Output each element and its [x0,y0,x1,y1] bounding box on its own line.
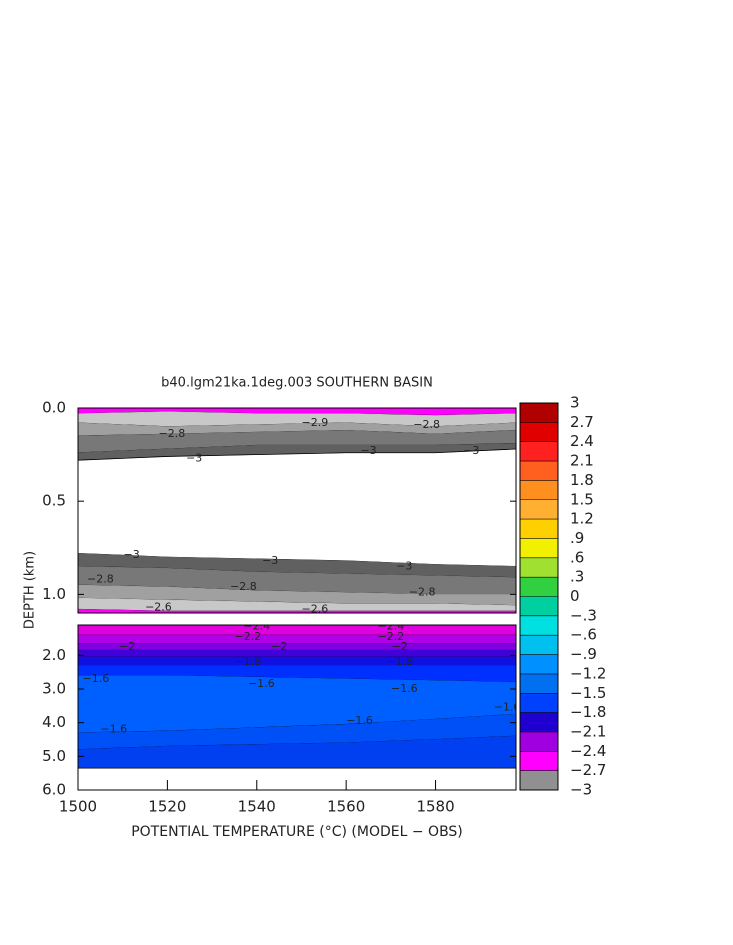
x-tick-label: 1580 [416,798,454,816]
panel: −2.8−2.9 −2.8−3−3 −3−3 −3 −3−2.8−2.8 −2.8−2.6… [78,408,516,615]
x-tick-label: 1540 [238,798,276,816]
contour-label: −3 [396,559,412,572]
colorbar-label: 1.8 [570,471,594,489]
y-tick-label: 0.0 [42,399,66,417]
colorbar-swatch [520,403,558,423]
colorbar-swatch [520,751,558,771]
colorbar-label: 2.1 [570,452,594,470]
contour-band [78,625,516,636]
colorbar-label: 1.2 [570,510,594,528]
colorbar-swatch [520,577,558,597]
colorbar-label: 0 [570,587,580,605]
contour-band [78,656,516,666]
contour-band [78,634,516,644]
colorbar-label: 3 [570,394,580,412]
contour-label: −1.6 [100,722,127,735]
colorbar-frame [519,402,559,791]
colorbar-swatch [520,499,558,520]
contour-label: −2.2 [234,630,261,643]
contour-label: −2.9 [302,416,329,429]
colorbar-swatch [520,635,558,655]
contour-label: −2.6 [302,602,329,615]
contour-label: −1.6 [391,682,418,695]
contour-label: −2.2 [377,630,404,643]
contour-label: −1.8 [234,655,261,668]
colorbar-swatch [520,712,558,732]
y-tick-label: 1.0 [42,585,66,603]
colorbar-label: 2.7 [570,413,594,431]
colorbar-swatch [520,480,558,500]
contour-label: −1.6 [494,701,521,714]
x-tick-label: 1560 [327,798,365,816]
colorbar-label: −1.2 [570,664,606,682]
colorbar-swatch [520,731,558,752]
panel-frame [77,624,517,791]
y-tick-label: 2.0 [42,646,66,664]
colorbar-swatch [520,538,558,558]
colorbar-swatch [520,654,558,674]
contour-label: −2.8 [413,418,440,431]
colorbar-swatch [520,422,558,442]
colorbar-swatch [520,615,558,636]
chart-title: b40.lgm21ka.1deg.003 SOUTHERN BASIN [161,376,433,391]
colorbar-label: −.9 [570,645,597,663]
colorbar-label: −3 [570,781,592,799]
panel-frame [77,407,517,614]
y-tick-label: 0.5 [42,492,66,510]
colorbar-swatch [520,441,558,462]
colorbar-swatch [520,770,558,790]
contour-label: −1.6 [83,672,110,685]
colorbar-swatch [520,461,558,481]
contour-label: −1.8 [386,655,413,668]
contour-label: −3 [360,444,376,457]
contour-label: −2.8 [409,586,436,599]
colorbar-swatch [520,557,558,578]
contour-label: −2.6 [145,600,172,613]
contour-band [78,643,516,651]
colorbar-label: −1.8 [570,703,606,721]
colorbar-label: −.3 [570,606,597,624]
contour-label: −2 [119,640,135,653]
y-tick-label: 6.0 [42,781,66,799]
panel: −2.4 −2.4−2.2 −2.2−2 −2 −2−1.8 −1.8−1.6 −1.6 −1… [78,620,521,769]
contour-label: −2 [392,640,408,653]
colorbar-swatch [520,673,558,694]
contour-line [78,448,516,461]
colorbar-label: 2.4 [570,432,594,450]
y-axis-label: DEPTH (km) [23,551,38,629]
y-tick-label: 5.0 [42,747,66,765]
contour-label: −2 [271,640,287,653]
contour-label: −2.8 [87,572,114,585]
colorbar-label: .6 [570,548,584,566]
contour-band [78,609,516,613]
contour-label: −1.6 [248,677,275,690]
colorbar-label: −1.5 [570,684,606,702]
y-tick-label: 3.0 [42,679,66,697]
contour-label: −2.8 [230,580,257,593]
colorbar-label: .9 [570,529,584,547]
contour-label: −2.8 [158,427,185,440]
y-tick-label: 4.0 [42,713,66,731]
contour-label: −2.4 [243,620,270,633]
contour-label: −3 [463,444,479,457]
x-axis-label: POTENTIAL TEMPERATURE (°C) (MODEL − OBS) [131,824,463,840]
colorbar-label: −2.1 [570,722,606,740]
x-tick-label: 1520 [148,798,186,816]
contour-label: −3 [124,548,140,561]
colorbar-label: .3 [570,568,584,586]
colorbar-label: −.6 [570,626,597,644]
contour-label: −2.4 [377,620,404,633]
colorbar-label: −2.7 [570,761,606,779]
colorbar-swatch [520,693,558,713]
x-tick-label: 1500 [59,798,97,816]
colorbar-swatch [520,519,558,539]
colorbar-label: −2.4 [570,742,606,760]
contour-label: −1.6 [346,714,373,727]
colorbar-swatch [520,596,558,616]
contour-band [78,650,516,658]
colorbar-label: 1.5 [570,490,594,508]
contour-label: −3 [186,451,202,464]
contour-label: −3 [262,554,278,567]
